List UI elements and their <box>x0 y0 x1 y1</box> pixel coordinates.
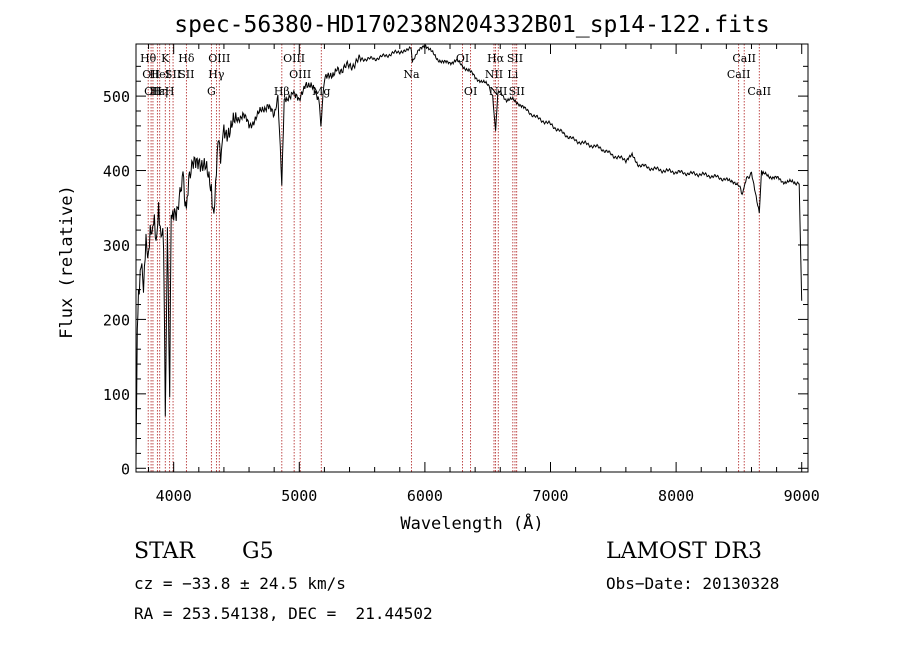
redshift-cz: cz = −33.8 ± 24.5 km/s <box>134 574 346 593</box>
x-tick-label: 9000 <box>784 487 820 505</box>
line-label: Na <box>403 68 420 81</box>
line-label: K <box>161 52 170 65</box>
line-label: HeI <box>150 68 170 81</box>
y-tick-label: 400 <box>103 163 130 181</box>
line-label: Hη <box>152 85 168 98</box>
spectrum-line <box>135 44 803 464</box>
x-tick-label: 7000 <box>532 487 568 505</box>
survey-name: LAMOST DR3 <box>606 539 762 564</box>
line-labels: HθOIIOIIHεHeIHηKHSIIHδSIIGHγOIIIHβOIIIOI… <box>140 52 771 98</box>
line-label: Hδ <box>178 52 195 65</box>
line-label: OIII <box>289 68 311 81</box>
y-tick-label: 100 <box>103 386 130 404</box>
line-label: OII <box>142 68 160 81</box>
line-label: Hγ <box>208 68 225 81</box>
x-tick-label: 5000 <box>281 487 317 505</box>
line-label: NII <box>485 68 503 81</box>
line-label: Hβ <box>274 85 290 98</box>
y-tick-label: 0 <box>121 460 130 478</box>
line-label: CaII <box>747 85 771 98</box>
line-label: OI <box>464 85 477 98</box>
x-axis: 4000 5000 6000 7000 8000 9000 <box>148 44 820 505</box>
line-label: OI <box>456 52 469 65</box>
x-tick-label: 8000 <box>658 487 694 505</box>
line-label: SII <box>507 52 523 65</box>
line-label: Hθ <box>140 52 157 65</box>
line-label: CaII <box>732 52 756 65</box>
x-axis-label: Wavelength (Å) <box>400 512 543 534</box>
line-label: SII <box>178 68 194 81</box>
plot-frame <box>135 43 809 473</box>
line-label: Hα <box>487 52 505 65</box>
line-label: SII <box>509 85 525 98</box>
line-label: H <box>165 85 175 98</box>
x-tick-label: 6000 <box>407 487 443 505</box>
line-label: CaII <box>727 68 751 81</box>
line-label: Li <box>507 68 518 81</box>
coordinates: RA = 253.54138, DEC = 21.44502 <box>134 604 433 623</box>
marker-lines <box>147 44 760 472</box>
line-label: Hε <box>150 85 166 98</box>
y-tick-label: 200 <box>103 311 130 329</box>
y-tick-label: 300 <box>103 237 130 255</box>
line-label: SII <box>165 68 181 81</box>
line-label: G <box>207 85 216 98</box>
y-axis-label: Flux (relative) <box>57 185 77 339</box>
object-type: STAR <box>134 539 195 564</box>
y-tick-label: 500 <box>103 88 130 106</box>
observation-date: Obs−Date: 20130328 <box>606 574 780 593</box>
spectral-subclass: G5 <box>242 539 274 564</box>
y-axis: 0 100 200 300 400 500 <box>103 65 808 478</box>
chart-title: spec-56380-HD170238N204332B01_sp14-122.f… <box>174 12 769 38</box>
line-label: OII <box>144 85 162 98</box>
line-label: OIII <box>208 52 230 65</box>
line-label: OIII <box>283 52 305 65</box>
x-tick-label: 4000 <box>156 487 192 505</box>
